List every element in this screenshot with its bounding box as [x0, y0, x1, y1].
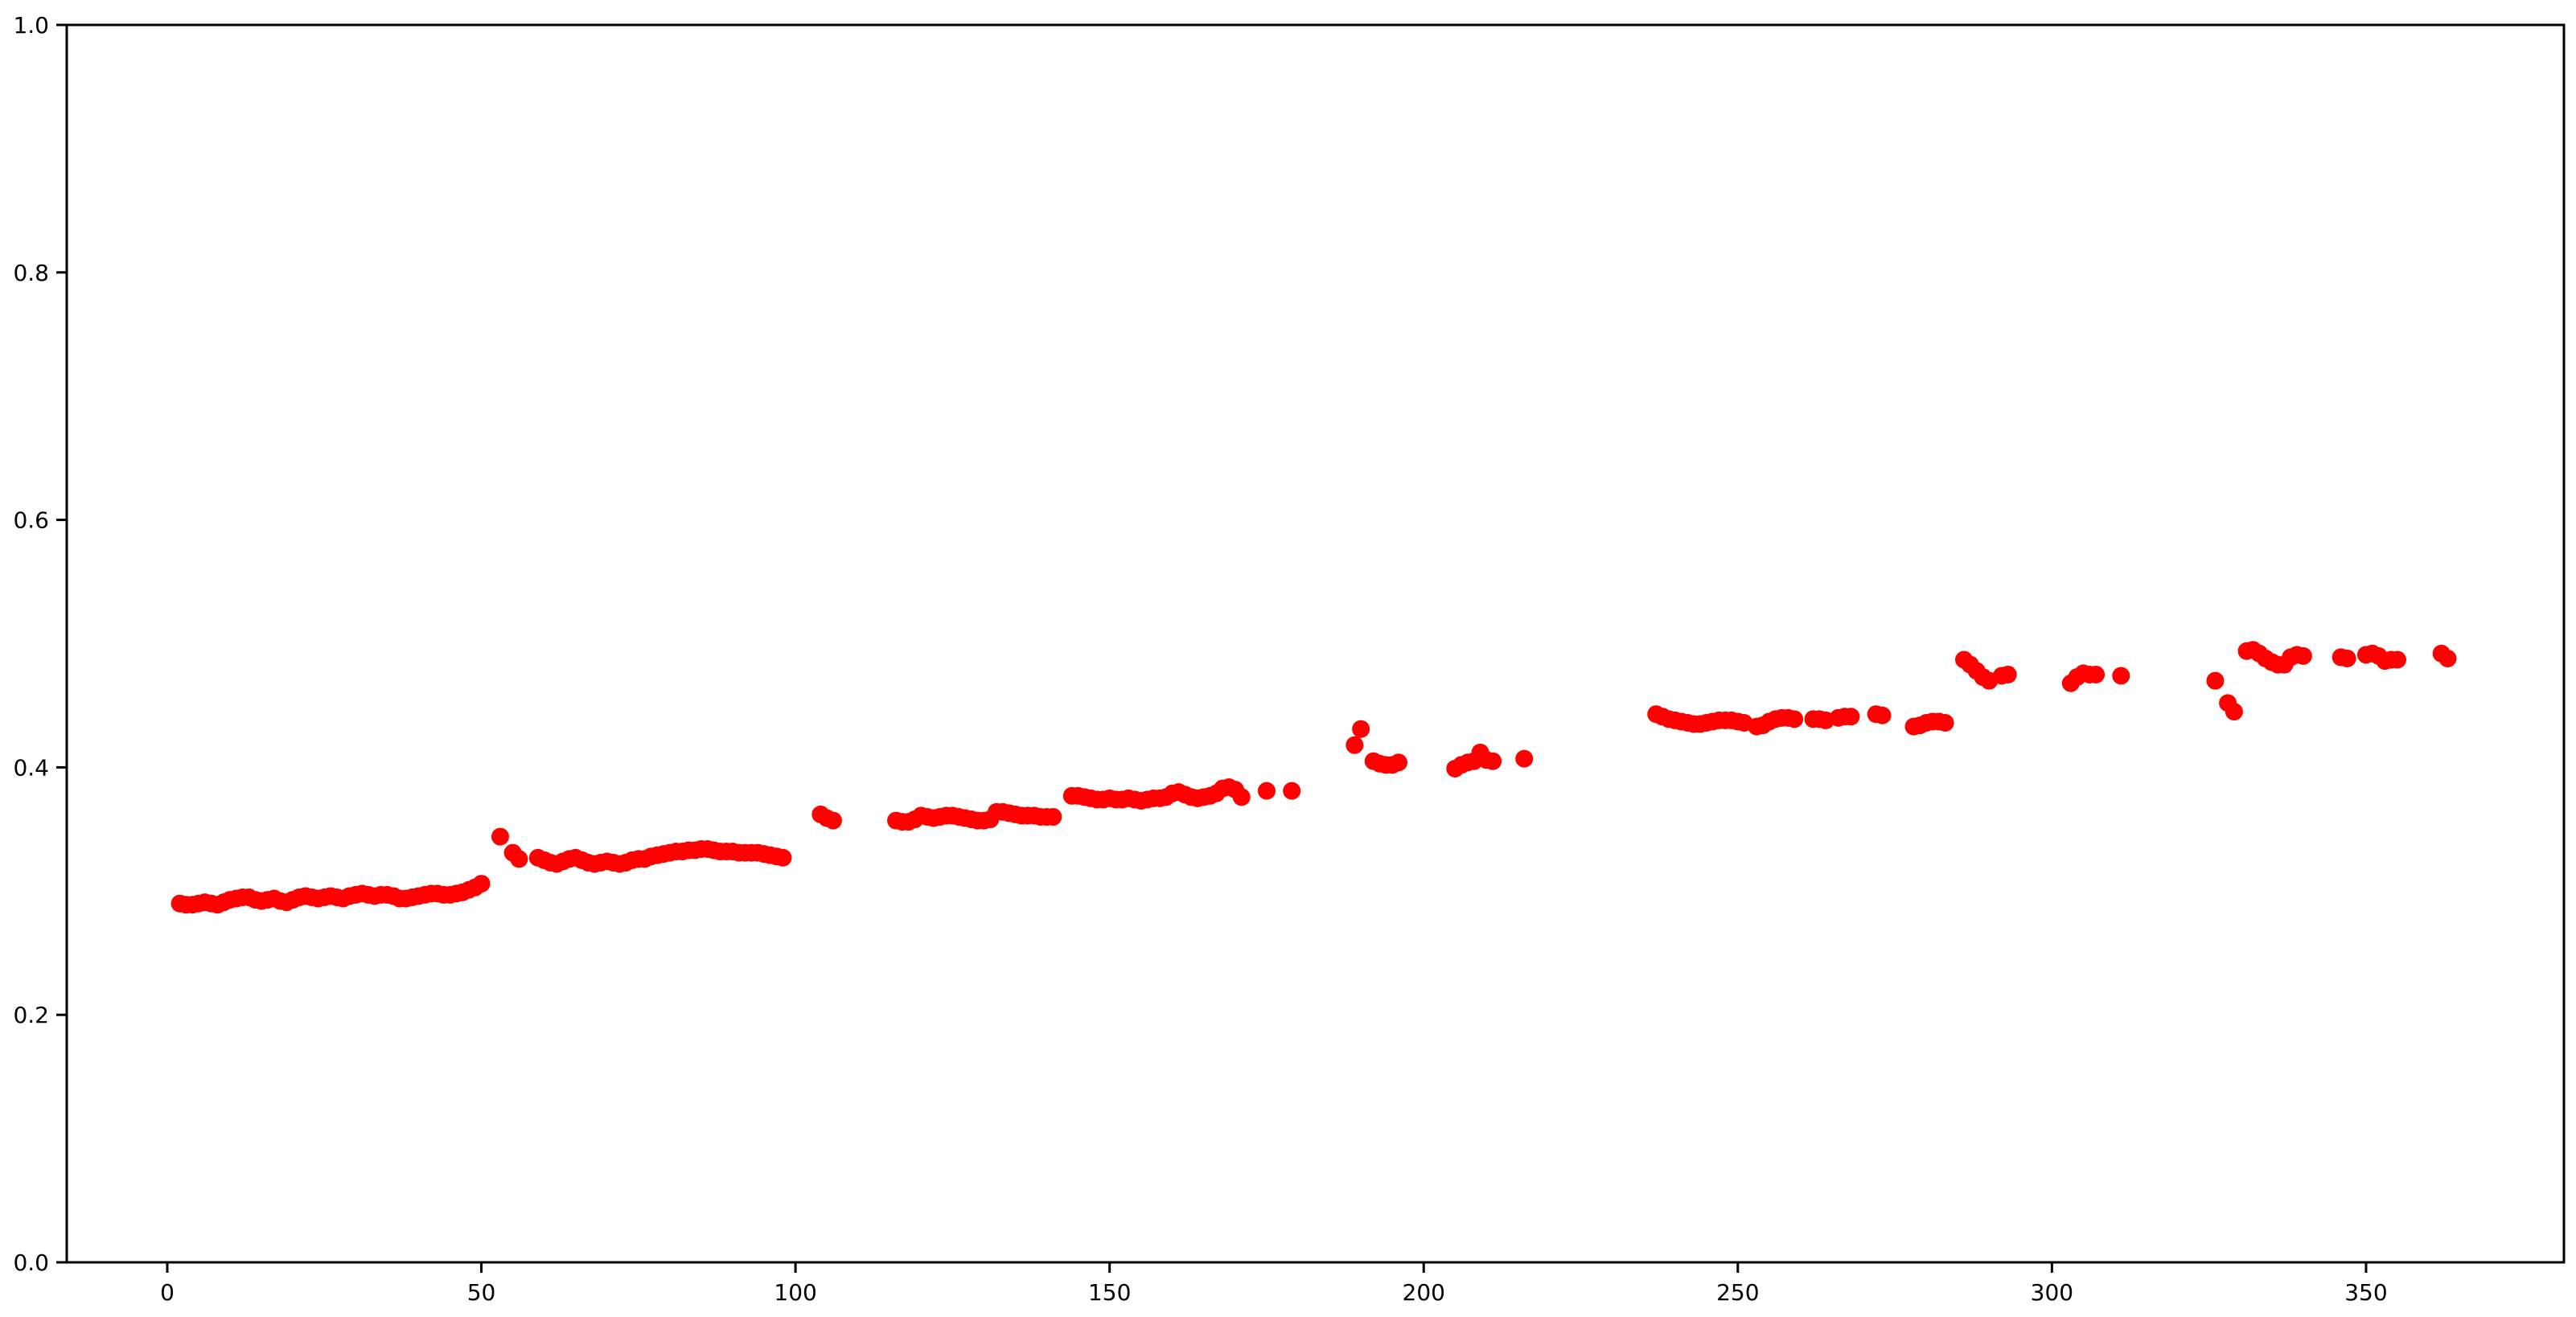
x-tick-label: 350 — [2344, 1279, 2387, 1306]
axes-spines — [65, 23, 2566, 1264]
data-point — [2112, 667, 2130, 685]
data-point — [2206, 671, 2225, 690]
data-point — [1484, 752, 1502, 770]
y-tick-label: 1.0 — [13, 12, 49, 39]
data-point — [2294, 646, 2312, 665]
y-tick-label: 0.4 — [13, 754, 49, 781]
y-tick-label: 0.8 — [13, 260, 49, 286]
y-axis-ticks: 0.0 0.2 0.4 0.6 0.8 1.0 — [13, 12, 67, 1276]
data-point — [1842, 708, 1860, 726]
x-tick-label: 50 — [467, 1279, 496, 1306]
data-point — [1515, 749, 1534, 768]
data-point — [1999, 665, 2017, 683]
data-point — [1936, 713, 1954, 732]
scatter-points — [171, 641, 2457, 914]
data-point — [2389, 650, 2406, 669]
x-tick-label: 0 — [160, 1279, 175, 1306]
data-point — [1044, 807, 1062, 826]
data-point — [1352, 720, 1370, 738]
data-point — [491, 827, 509, 846]
y-tick-label: 0.6 — [13, 507, 49, 534]
data-point — [1283, 782, 1301, 800]
x-tick-label: 100 — [774, 1279, 816, 1306]
data-point — [1873, 706, 1892, 724]
data-point — [2225, 703, 2243, 721]
x-tick-label: 200 — [1403, 1279, 1445, 1306]
data-point — [2087, 665, 2106, 683]
data-point — [774, 848, 792, 867]
data-point — [510, 850, 528, 868]
data-point — [1257, 782, 1276, 800]
data-point — [472, 875, 491, 893]
data-point — [824, 811, 842, 830]
data-point — [2438, 649, 2457, 667]
y-tick-label: 0.0 — [13, 1249, 49, 1276]
x-axis-ticks: 0 50 100 150 200 250 300 350 — [160, 1262, 2388, 1306]
x-tick-label: 300 — [2031, 1279, 2073, 1306]
data-point — [1390, 753, 1407, 772]
x-tick-label: 250 — [1716, 1279, 1759, 1306]
data-point — [1785, 710, 1804, 728]
y-tick-label: 0.2 — [13, 1002, 49, 1028]
axes-border — [65, 23, 2566, 1264]
data-point — [2338, 649, 2356, 667]
data-point — [1232, 788, 1251, 806]
x-tick-label: 150 — [1088, 1279, 1131, 1306]
data-point — [1346, 736, 1364, 754]
